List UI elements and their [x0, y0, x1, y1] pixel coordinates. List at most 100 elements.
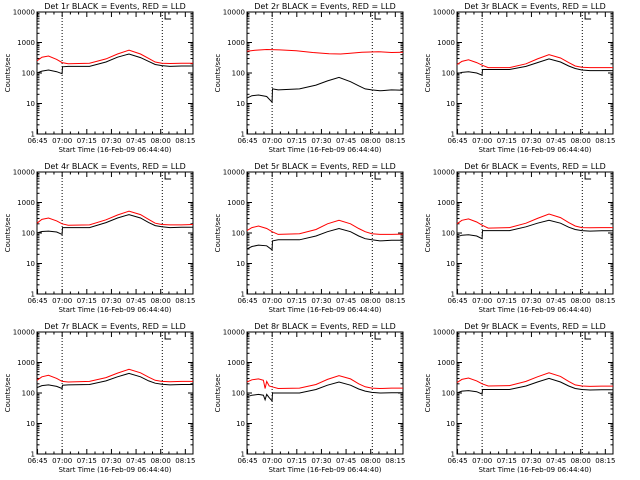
x-tick-label: 08:00	[361, 137, 381, 145]
x-tick-label: 08:15	[385, 297, 405, 305]
x-tick-label: 07:30	[521, 137, 541, 145]
x-tick-label: 07:30	[521, 297, 541, 305]
y-axis-label: Counts/sec	[4, 54, 12, 93]
x-tick-label: 07:45	[336, 297, 356, 305]
x-tick-label: 07:45	[546, 297, 566, 305]
y-tick-label: 10000	[433, 9, 455, 17]
panel-title: Det 5r BLACK = Events, RED = LLD	[254, 162, 396, 171]
y-tick-label: 1	[451, 131, 455, 139]
x-tick-label: 06:45	[447, 137, 467, 145]
y-tick-label: 10	[236, 420, 245, 428]
bracket-marker	[164, 12, 172, 20]
panel-title: Det 3r BLACK = Events, RED = LLD	[464, 2, 606, 11]
y-tick-label: 100	[232, 390, 245, 398]
y-tick-label: 10000	[433, 169, 455, 177]
y-tick-label: 100	[442, 230, 455, 238]
detector-panel: Det 6r BLACK = Events, RED = LLD 1 10 100 10…	[424, 162, 615, 314]
x-tick-label: 08:15	[595, 137, 615, 145]
panel-title: Det 4r BLACK = Events, RED = LLD	[44, 162, 186, 171]
y-tick-label: 100	[22, 230, 35, 238]
y-tick-label: 1000	[437, 39, 455, 47]
y-tick-label: 1	[451, 451, 455, 459]
detector-panel: Det 9r BLACK = Events, RED = LLD 1 10 100 10…	[424, 322, 615, 474]
detector-panel: Det 8r BLACK = Events, RED = LLD 1 10 100 10…	[214, 322, 405, 474]
x-tick-label: 08:00	[571, 457, 591, 465]
detector-panel: Det 2r BLACK = Events, RED = LLD 1 10 100 10…	[214, 2, 405, 154]
panel-title: Det 9r BLACK = Events, RED = LLD	[464, 322, 606, 331]
x-tick-label: 07:00	[472, 137, 492, 145]
x-tick-label: 08:00	[571, 137, 591, 145]
x-tick-label: 06:45	[237, 457, 257, 465]
x-tick-label: 07:30	[101, 137, 121, 145]
lld-series-line	[36, 49, 193, 65]
events-series-line	[36, 53, 193, 75]
x-tick-label: 07:45	[126, 137, 146, 145]
x-tick-label: 08:15	[175, 457, 195, 465]
y-tick-label: 1000	[17, 39, 35, 47]
x-tick-label: 07:30	[311, 457, 331, 465]
x-tick-label: 08:00	[361, 457, 381, 465]
x-tick-label: 06:45	[27, 457, 47, 465]
detector-panel: Det 4r BLACK = Events, RED = LLD 1 10 100 10…	[4, 162, 195, 314]
x-axis-label: Start Time (16-Feb-09 06:44:40)	[478, 146, 591, 154]
x-tick-label: 08:15	[385, 137, 405, 145]
x-tick-label: 07:45	[336, 457, 356, 465]
y-tick-label: 1	[241, 451, 245, 459]
x-tick-label: 07:15	[287, 137, 307, 145]
bracket-marker	[164, 172, 172, 180]
lld-series-line	[246, 375, 403, 390]
x-tick-label: 07:15	[497, 137, 517, 145]
x-tick-label: 07:45	[126, 457, 146, 465]
y-axis-label: Counts/sec	[4, 214, 12, 253]
y-tick-label: 10	[446, 420, 455, 428]
bracket-marker	[164, 332, 172, 340]
y-tick-label: 1	[241, 291, 245, 299]
x-tick-label: 07:30	[311, 137, 331, 145]
panel-title: Det 8r BLACK = Events, RED = LLD	[254, 322, 396, 331]
y-tick-label: 10	[26, 260, 35, 268]
events-series-line	[456, 219, 613, 240]
x-tick-label: 07:45	[336, 137, 356, 145]
y-axis-label: Counts/sec	[424, 374, 432, 413]
lld-series-line	[246, 219, 404, 235]
y-tick-label: 10000	[223, 9, 245, 17]
x-tick-label: 07:15	[287, 297, 307, 305]
y-tick-label: 1	[31, 131, 35, 139]
x-tick-label: 07:00	[262, 137, 282, 145]
y-axis-label: Counts/sec	[424, 214, 432, 253]
x-tick-label: 08:15	[385, 457, 405, 465]
x-tick-label: 08:00	[151, 297, 171, 305]
x-tick-label: 07:15	[497, 297, 517, 305]
y-tick-label: 100	[22, 70, 35, 78]
x-axis-label: Start Time (16-Feb-09 06:44:40)	[58, 306, 171, 314]
x-tick-label: 08:15	[595, 457, 615, 465]
events-series-line	[246, 76, 404, 104]
panel-title: Det 6r BLACK = Events, RED = LLD	[464, 162, 606, 171]
y-tick-label: 1000	[17, 359, 35, 367]
y-tick-label: 10	[446, 100, 455, 108]
x-tick-label: 06:45	[237, 137, 257, 145]
bracket-marker	[584, 12, 592, 20]
y-tick-label: 10	[26, 420, 35, 428]
detector-panel: Det 5r BLACK = Events, RED = LLD 1 10 100 10…	[214, 162, 405, 314]
x-tick-label: 07:30	[311, 297, 331, 305]
y-tick-label: 10	[236, 100, 245, 108]
y-axis-label: Counts/sec	[424, 54, 432, 93]
y-tick-label: 1000	[437, 359, 455, 367]
panel-title: Det 1r BLACK = Events, RED = LLD	[44, 2, 186, 11]
bracket-marker	[584, 172, 592, 180]
y-tick-label: 100	[22, 390, 35, 398]
x-tick-label: 07:00	[52, 297, 72, 305]
y-tick-label: 1000	[437, 199, 455, 207]
x-tick-label: 08:00	[361, 297, 381, 305]
lld-series-line	[36, 368, 193, 383]
y-tick-label: 10000	[13, 9, 35, 17]
y-tick-label: 10000	[433, 329, 455, 337]
y-tick-label: 10000	[223, 169, 245, 177]
x-tick-label: 07:15	[77, 457, 97, 465]
y-tick-label: 100	[442, 390, 455, 398]
lld-series-line	[246, 48, 404, 55]
x-tick-label: 07:45	[546, 137, 566, 145]
